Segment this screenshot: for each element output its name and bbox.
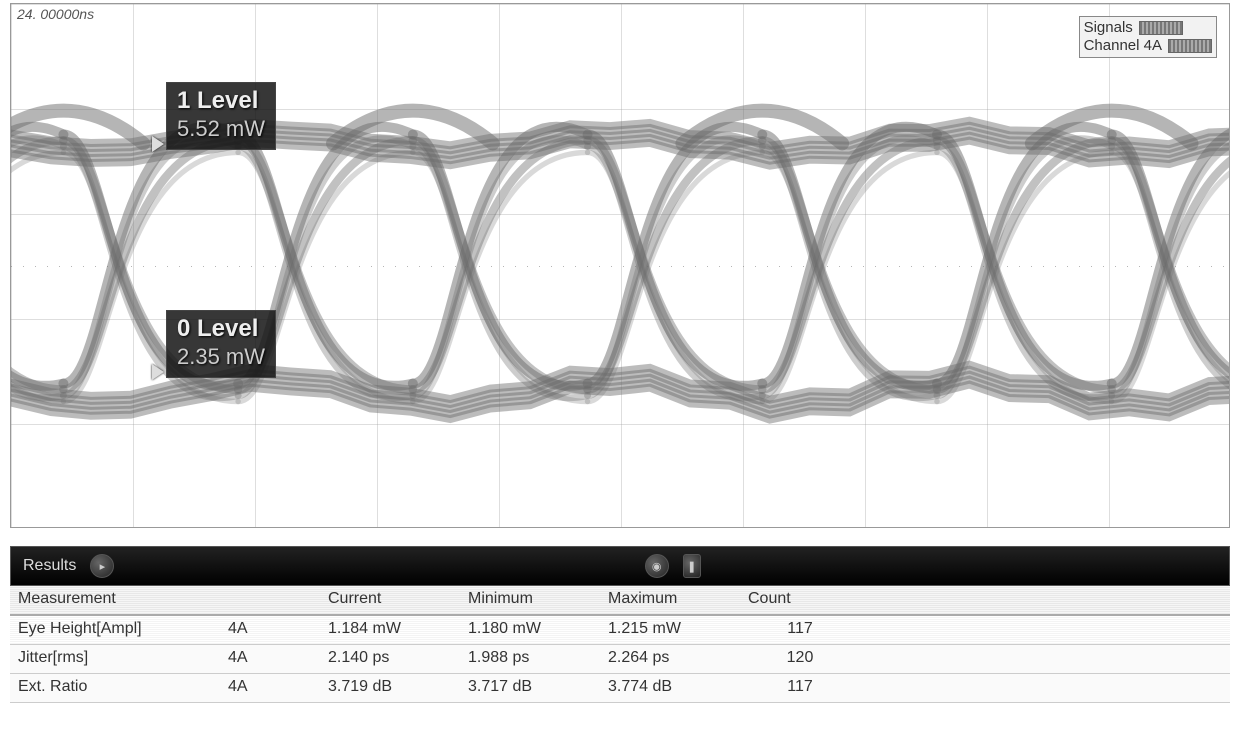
- cell-measurement: Jitter[rms]: [10, 645, 220, 674]
- col-maximum[interactable]: Maximum: [600, 586, 740, 615]
- legend-swatch: [1139, 21, 1183, 35]
- results-panel: Results ▸ ◉ ❚ Measurement Current Minimu…: [10, 546, 1230, 703]
- legend-item-label: Channel 4A: [1084, 37, 1162, 55]
- level-0-value: 2.35 mW: [177, 343, 265, 371]
- table-row[interactable]: Jitter[rms]4A2.140 ps1.988 ps2.264 ps120: [10, 645, 1230, 674]
- col-channel[interactable]: [220, 586, 320, 615]
- cell-min: 1.180 mW: [460, 615, 600, 645]
- results-header: Results ▸ ◉ ❚: [10, 546, 1230, 586]
- cell-spacer: [860, 674, 1230, 703]
- legend-title: Signals: [1084, 19, 1133, 37]
- legend[interactable]: Signals Channel 4A: [1079, 16, 1217, 58]
- level-1-value: 5.52 mW: [177, 115, 265, 143]
- table-row[interactable]: Ext. Ratio4A3.719 dB3.717 dB3.774 dB117: [10, 674, 1230, 703]
- legend-swatch: [1168, 39, 1212, 53]
- cell-max: 3.774 dB: [600, 674, 740, 703]
- col-measurement[interactable]: Measurement: [10, 586, 220, 615]
- level-0-box[interactable]: 0 Level 2.35 mW: [166, 310, 276, 378]
- cell-current: 2.140 ps: [320, 645, 460, 674]
- cell-count: 117: [740, 674, 860, 703]
- col-current[interactable]: Current: [320, 586, 460, 615]
- cell-current: 3.719 dB: [320, 674, 460, 703]
- table-header-row: Measurement Current Minimum Maximum Coun…: [10, 586, 1230, 615]
- time-cursor-label: 24. 00000ns: [17, 6, 94, 22]
- col-count[interactable]: Count: [740, 586, 860, 615]
- level-0-marker[interactable]: [152, 364, 164, 380]
- cell-max: 1.215 mW: [600, 615, 740, 645]
- results-title: Results: [23, 557, 76, 575]
- cell-min: 3.717 dB: [460, 674, 600, 703]
- pause-icon[interactable]: ❚: [683, 554, 701, 578]
- cell-current: 1.184 mW: [320, 615, 460, 645]
- oscilloscope-display[interactable]: 24. 00000ns Signals Channel 4A 1 Level 5…: [10, 3, 1230, 528]
- cell-max: 2.264 ps: [600, 645, 740, 674]
- cell-min: 1.988 ps: [460, 645, 600, 674]
- level-1-marker[interactable]: [152, 136, 164, 152]
- cell-spacer: [860, 615, 1230, 645]
- level-1-box[interactable]: 1 Level 5.52 mW: [166, 82, 276, 150]
- col-minimum[interactable]: Minimum: [460, 586, 600, 615]
- cell-measurement: Ext. Ratio: [10, 674, 220, 703]
- results-table: Measurement Current Minimum Maximum Coun…: [10, 586, 1230, 703]
- cell-channel: 4A: [220, 674, 320, 703]
- level-0-title: 0 Level: [177, 315, 265, 343]
- cell-count: 117: [740, 615, 860, 645]
- cell-channel: 4A: [220, 645, 320, 674]
- cell-channel: 4A: [220, 615, 320, 645]
- col-spacer: [860, 586, 1230, 615]
- play-icon[interactable]: ▸: [90, 554, 114, 578]
- cell-count: 120: [740, 645, 860, 674]
- cell-spacer: [860, 645, 1230, 674]
- cell-measurement: Eye Height[Ampl]: [10, 615, 220, 645]
- stop-icon[interactable]: ◉: [645, 554, 669, 578]
- table-row[interactable]: Eye Height[Ampl]4A1.184 mW1.180 mW1.215 …: [10, 615, 1230, 645]
- level-1-title: 1 Level: [177, 87, 265, 115]
